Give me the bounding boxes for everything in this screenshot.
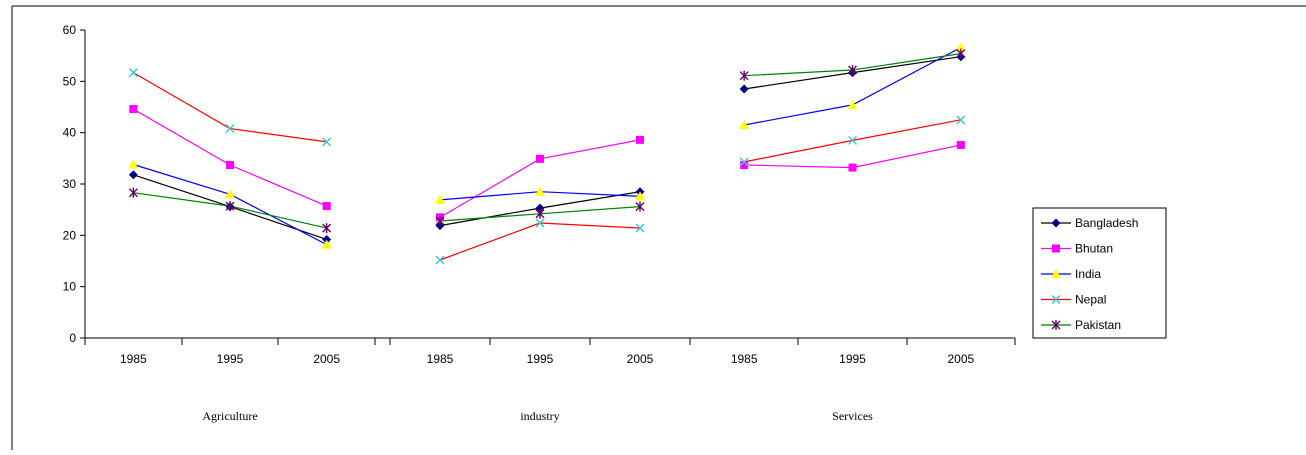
group-label-industry: industry — [520, 409, 559, 423]
data-point-bhutan — [957, 141, 965, 149]
group-labels: Agriculture industry Services — [202, 409, 873, 423]
data-point-india — [848, 100, 858, 109]
data-point-india — [535, 187, 545, 196]
y-tick-label: 30 — [63, 177, 77, 191]
x-tick-label: 1985 — [120, 352, 147, 366]
series-lines — [133, 48, 961, 261]
legend-label-pakistan: Pakistan — [1075, 318, 1121, 332]
y-tick-label: 0 — [69, 331, 76, 345]
legend: Bangladesh Bhutan India Nepal Pakistan — [1033, 208, 1166, 338]
series-line-nepal-0 — [133, 73, 326, 142]
x-tick-label: 1985 — [731, 352, 758, 366]
legend-label-bangladesh: Bangladesh — [1075, 216, 1138, 230]
data-point-bhutan — [129, 105, 137, 113]
y-tick-label: 40 — [63, 126, 77, 140]
data-point-bhutan — [536, 155, 544, 163]
data-point-bangladesh — [129, 170, 138, 179]
group-label-services: Services — [832, 409, 873, 423]
data-point-india — [128, 159, 138, 168]
data-point-india — [322, 240, 332, 249]
data-point-bhutan — [636, 136, 644, 144]
y-tick-label: 60 — [63, 23, 77, 37]
x-tick-label: 1985 — [427, 352, 454, 366]
legend-label-india: India — [1075, 267, 1101, 281]
series-markers — [128, 42, 966, 264]
data-point-bhutan — [323, 202, 331, 210]
data-point-nepal — [436, 256, 444, 264]
x-tick-label: 2005 — [313, 352, 340, 366]
x-axis-ticks: 1985 1995 2005 1985 1995 2005 1985 1995 2005 — [85, 338, 1015, 366]
legend-label-nepal: Nepal — [1075, 293, 1106, 307]
y-tick-label: 10 — [63, 280, 77, 294]
y-axis-ticks: 0 10 20 30 40 50 60 — [63, 23, 85, 345]
x-tick-label: 1995 — [527, 352, 554, 366]
axes — [85, 30, 1015, 338]
x-tick-label: 1995 — [839, 352, 866, 366]
y-tick-label: 50 — [63, 74, 77, 88]
y-tick-label: 20 — [63, 228, 77, 242]
data-point-bangladesh — [740, 85, 749, 94]
group-label-agriculture: Agriculture — [202, 409, 257, 423]
legend-marker-bhutan — [1052, 245, 1060, 253]
x-tick-label: 1995 — [217, 352, 244, 366]
data-point-pakistan — [323, 223, 331, 233]
data-point-nepal — [129, 69, 137, 77]
x-tick-label: 2005 — [947, 352, 974, 366]
series-line-nepal-1 — [440, 223, 640, 260]
legend-label-bhutan: Bhutan — [1075, 242, 1113, 256]
data-point-bhutan — [226, 161, 234, 169]
x-tick-label: 2005 — [627, 352, 654, 366]
data-point-bhutan — [849, 164, 857, 172]
